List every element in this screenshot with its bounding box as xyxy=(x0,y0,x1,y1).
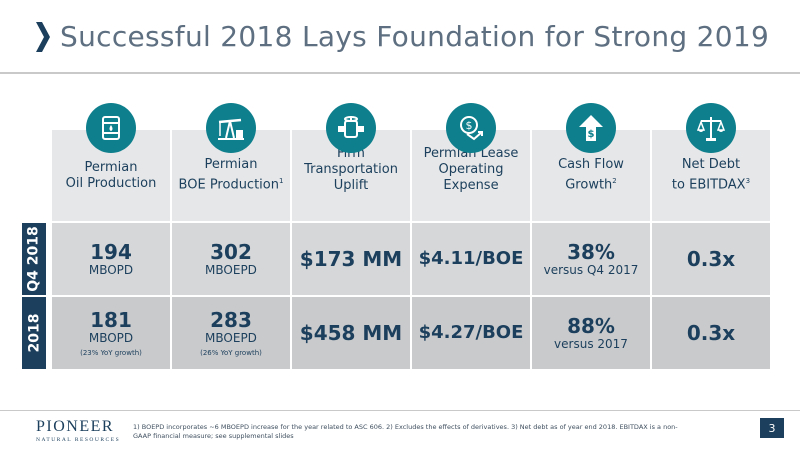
metric-value: 194 xyxy=(90,240,132,264)
column-label: Expense xyxy=(443,177,499,193)
chevron-right-icon xyxy=(36,22,50,52)
pipeline-icon xyxy=(326,103,376,153)
cell-q4-oil-production: 194 MBOPD xyxy=(52,223,170,295)
page-title: Successful 2018 Lays Foundation for Stro… xyxy=(60,20,770,53)
footnote-marker: 2 xyxy=(612,177,617,186)
metric-value: 302 xyxy=(210,240,252,264)
column-label: Growth xyxy=(565,177,613,193)
company-logo: PIONEER NATURAL RESOURCES xyxy=(36,418,120,443)
metric-value: 38% xyxy=(567,240,615,264)
column-header-boe-production: Permian BOE Production1 xyxy=(172,130,290,221)
page-number: 3 xyxy=(760,418,784,438)
column-label: to EBITDAX xyxy=(671,177,746,193)
column-label: Cash Flow xyxy=(558,157,624,173)
metric-value: $4.27/BOE xyxy=(418,322,524,343)
column-label: Net Debt xyxy=(681,157,741,173)
column-label: Permian Lease xyxy=(423,145,519,161)
cell-q4-lease-operating-expense: $4.11/BOE xyxy=(412,223,530,295)
footnote-marker: 1 xyxy=(278,177,284,186)
cell-2018-net-debt-ebitdax: 0.3x xyxy=(652,297,770,369)
metric-unit: MBOPD xyxy=(88,330,134,345)
title-divider xyxy=(0,72,800,74)
column-label: Transportation xyxy=(304,161,398,177)
row-label-2018: 2018 xyxy=(22,297,46,369)
svg-text:$: $ xyxy=(588,129,595,140)
cell-2018-boe-production: 283 MBOEPD (26% YoY growth) xyxy=(172,297,290,369)
metric-value: $173 MM xyxy=(299,247,403,271)
cell-2018-cash-flow-growth: 88% versus 2017 xyxy=(532,297,650,369)
metric-value: 0.3x xyxy=(686,247,736,271)
column-label: Oil Production xyxy=(65,175,157,191)
growth-note: (23% YoY growth) xyxy=(80,348,142,357)
metric-unit: MBOPD xyxy=(88,263,134,277)
cell-q4-net-debt-ebitdax: 0.3x xyxy=(652,223,770,295)
footnote-text: 1) BOEPD incorporates ~6 MBOEPD increase… xyxy=(133,423,678,440)
cell-q4-firm-transportation: $173 MM xyxy=(292,223,410,295)
oil-barrel-icon xyxy=(86,103,136,153)
column-label: BOE Production xyxy=(178,177,279,193)
metric-unit: versus Q4 2017 xyxy=(543,263,639,277)
column-label: Uplift xyxy=(333,177,369,193)
metric-unit: MBOEPD xyxy=(205,330,257,345)
cell-2018-firm-transportation: $458 MM xyxy=(292,297,410,369)
footnote-marker: 3 xyxy=(745,177,751,186)
column-header-lease-operating-expense: Permian Lease Operating Expense xyxy=(412,130,530,221)
metric-unit: MBOEPD xyxy=(205,263,257,277)
metric-value: 283 xyxy=(210,307,252,332)
column-header-firm-transportation: Firm Transportation Uplift xyxy=(292,130,410,221)
column-label: Operating xyxy=(438,161,504,177)
growth-note: (26% YoY growth) xyxy=(200,348,262,357)
pumpjack-icon xyxy=(206,103,256,153)
dollar-down-icon: $ xyxy=(446,103,496,153)
scales-icon xyxy=(686,103,736,153)
metric-value: 88% xyxy=(567,314,615,338)
footer-divider xyxy=(0,410,800,411)
logo-wordmark: PIONEER xyxy=(36,418,115,435)
metric-unit: versus 2017 xyxy=(554,337,628,351)
cell-q4-cash-flow-growth: 38% versus Q4 2017 xyxy=(532,223,650,295)
metric-value: $4.11/BOE xyxy=(418,248,524,269)
cell-q4-boe-production: 302 MBOEPD xyxy=(172,223,290,295)
metric-value: 0.3x xyxy=(686,321,736,345)
logo-tagline: NATURAL RESOURCES xyxy=(36,437,121,443)
column-label: Permian xyxy=(204,157,258,173)
cell-2018-oil-production: 181 MBOPD (23% YoY growth) xyxy=(52,297,170,369)
title-bar: Successful 2018 Lays Foundation for Stro… xyxy=(0,0,800,72)
column-label: Permian xyxy=(84,159,138,175)
dollar-up-arrow-icon: $ xyxy=(566,103,616,153)
metric-value: 181 xyxy=(90,307,132,332)
row-label-q4-2018: Q4 2018 xyxy=(22,223,46,295)
metric-value: $458 MM xyxy=(299,321,403,345)
svg-text:$: $ xyxy=(466,119,473,132)
cell-2018-lease-operating-expense: $4.27/BOE xyxy=(412,297,530,369)
